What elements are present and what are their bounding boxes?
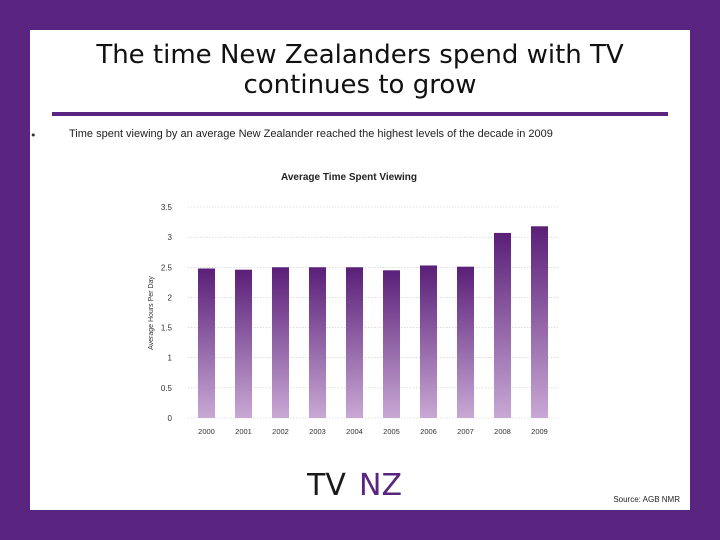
bar-chart: Average Time Spent Viewing Average Hours… (148, 172, 558, 436)
bar-2000 (198, 268, 215, 418)
bullet-marker: • (30, 129, 37, 142)
page-title: The time New Zealanders spend with TV co… (30, 40, 690, 100)
title-line-1: The time New Zealanders spend with TV (96, 40, 624, 70)
logo-tv: TV (307, 468, 346, 501)
x-tick-label: 2007 (457, 427, 474, 436)
x-tick-label: 2000 (198, 427, 215, 436)
bar-2003 (309, 267, 326, 418)
x-tick-label: 2004 (346, 427, 363, 436)
logo-nz: NZ (359, 468, 402, 501)
chart-title: Average Time Spent Viewing (281, 172, 417, 183)
y-axis-label: Average Hours Per Day (148, 276, 155, 350)
bar-2007 (457, 266, 474, 418)
x-tick-label: 2009 (531, 427, 548, 436)
y-tick-label: 2 (168, 293, 173, 302)
y-tick-label: 0 (168, 414, 173, 423)
bar-2002 (272, 267, 289, 418)
x-tick-label: 2001 (235, 427, 252, 436)
x-tick-labels: 2000 2001 2002 2003 2004 2005 2006 2007 2008 2009 (198, 427, 548, 436)
y-tick-label: 1 (168, 354, 173, 363)
bar-2001 (235, 269, 252, 418)
x-tick-label: 2003 (309, 427, 326, 436)
x-tick-label: 2002 (272, 427, 289, 436)
bar-2009 (531, 226, 548, 418)
bullet-text: Time spent viewing by an average New Zea… (69, 128, 553, 140)
y-tick-label: 0.5 (161, 384, 173, 393)
source-note: Source: AGB NMR (613, 495, 680, 504)
bars (198, 226, 548, 418)
tvnz-logo: TV NZ (307, 468, 402, 501)
y-tick-label: 3 (168, 233, 173, 242)
x-tick-label: 2006 (420, 427, 437, 436)
y-tick-label: 2.5 (161, 263, 173, 272)
slide: The time New Zealanders spend with TV co… (30, 30, 690, 510)
x-tick-label: 2008 (494, 427, 511, 436)
x-tick-label: 2005 (383, 427, 400, 436)
bar-2004 (346, 267, 363, 418)
top-divider (52, 112, 668, 116)
y-tick-label: 3.5 (161, 203, 173, 212)
y-tick-label: 1.5 (161, 324, 173, 333)
title-line-2: continues to grow (243, 70, 477, 100)
bar-2008 (494, 232, 511, 418)
bar-2006 (420, 265, 437, 418)
y-tick-labels: 0 0.5 1 1.5 2 2.5 3 3.5 (161, 203, 173, 423)
bar-2005 (383, 270, 400, 418)
